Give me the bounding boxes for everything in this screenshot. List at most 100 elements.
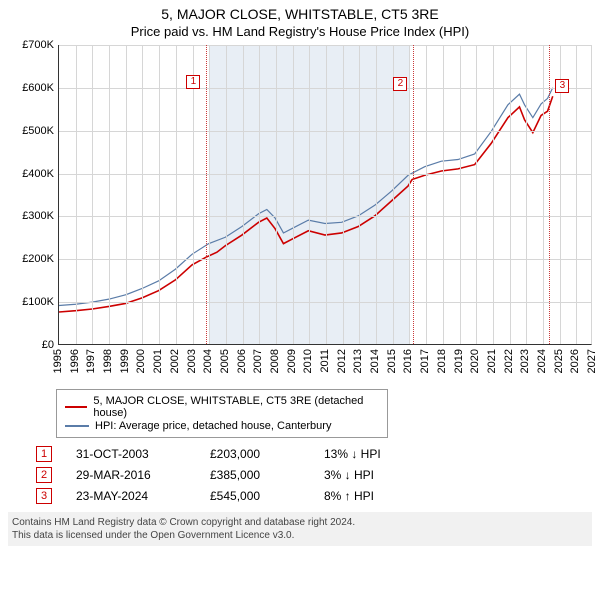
y-tick-label: £700K — [8, 39, 54, 51]
event-marker-badge: 1 — [186, 75, 200, 89]
event-marker-line — [206, 45, 207, 344]
chart-container: 5, MAJOR CLOSE, WHITSTABLE, CT5 3RE Pric… — [0, 0, 600, 554]
vgrid-line — [126, 45, 127, 344]
vgrid-line — [176, 45, 177, 344]
vgrid-line — [309, 45, 310, 344]
y-tick-label: £0 — [8, 339, 54, 351]
hgrid-line — [59, 131, 591, 132]
event-diff: 8% ↑ HPI — [324, 489, 374, 503]
chart-area: 123 £0£100K£200K£300K£400K£500K£600K£700… — [8, 45, 592, 385]
footer-line-2: This data is licensed under the Open Gov… — [12, 529, 588, 542]
event-row: 3 23-MAY-2024 £545,000 8% ↑ HPI — [36, 488, 592, 504]
vgrid-line — [259, 45, 260, 344]
x-tick-label: 2025 — [553, 349, 565, 373]
event-marker-line — [549, 45, 550, 344]
vgrid-line — [543, 45, 544, 344]
vgrid-line — [409, 45, 410, 344]
x-tick-label: 2023 — [519, 349, 531, 373]
x-tick-label: 2011 — [319, 349, 331, 373]
vgrid-line — [426, 45, 427, 344]
x-tick-label: 2000 — [135, 349, 147, 373]
y-tick-label: £100K — [8, 296, 54, 308]
x-tick-label: 2021 — [486, 349, 498, 373]
y-tick-label: £600K — [8, 82, 54, 94]
x-tick-label: 2001 — [152, 349, 164, 373]
events-table: 131-OCT-2003£203,00013% ↓ HPI229-MAR-201… — [36, 446, 592, 504]
legend-swatch — [65, 406, 87, 408]
x-tick-label: 2009 — [286, 349, 298, 373]
event-date: 29-MAR-2016 — [76, 468, 186, 482]
vgrid-line — [109, 45, 110, 344]
vgrid-line — [526, 45, 527, 344]
x-tick-label: 1999 — [119, 349, 131, 373]
event-price: £545,000 — [210, 489, 300, 503]
plot-region: 1 2 3 — [58, 45, 592, 345]
x-tick-label: 1998 — [102, 349, 114, 373]
event-row: 131-OCT-2003£203,00013% ↓ HPI — [36, 446, 592, 462]
legend-swatch — [65, 425, 89, 427]
event-badge: 2 — [36, 467, 52, 483]
hgrid-line — [59, 88, 591, 89]
x-tick-label: 1996 — [69, 349, 81, 373]
x-tick-label: 2002 — [169, 349, 181, 373]
event-marker-badge: 3 — [555, 79, 569, 93]
chart-title: 5, MAJOR CLOSE, WHITSTABLE, CT5 3RE — [8, 6, 592, 22]
footer-line-1: Contains HM Land Registry data © Crown c… — [12, 516, 588, 529]
x-tick-label: 2024 — [536, 349, 548, 373]
x-tick-label: 2027 — [586, 349, 598, 373]
legend-item: HPI: Average price, detached house, Cant… — [65, 420, 379, 432]
vgrid-line — [193, 45, 194, 344]
x-tick-label: 2006 — [236, 349, 248, 373]
x-tick-label: 2017 — [419, 349, 431, 373]
series-line — [59, 88, 553, 306]
y-tick-label: £500K — [8, 125, 54, 137]
legend-item: 5, MAJOR CLOSE, WHITSTABLE, CT5 3RE (det… — [65, 395, 379, 419]
x-tick-label: 2007 — [252, 349, 264, 373]
vgrid-line — [159, 45, 160, 344]
vgrid-line — [142, 45, 143, 344]
hgrid-line — [59, 216, 591, 217]
x-tick-label: 2013 — [352, 349, 364, 373]
event-date: 23-MAY-2024 — [76, 489, 186, 503]
vgrid-line — [293, 45, 294, 344]
event-price: £203,000 — [210, 447, 300, 461]
event-diff: 3% ↓ HPI — [324, 468, 374, 482]
x-tick-label: 2004 — [202, 349, 214, 373]
vgrid-line — [493, 45, 494, 344]
event-badge: 3 — [36, 488, 52, 504]
line-series-svg — [59, 45, 591, 344]
attribution-footer: Contains HM Land Registry data © Crown c… — [8, 512, 592, 546]
legend-label: HPI: Average price, detached house, Cant… — [95, 420, 331, 432]
hgrid-line — [59, 302, 591, 303]
event-row: 2 29-MAR-2016 £385,000 3% ↓ HPI — [36, 467, 592, 483]
legend-label: 5, MAJOR CLOSE, WHITSTABLE, CT5 3RE (det… — [93, 395, 379, 419]
series-line — [59, 96, 553, 312]
vgrid-line — [226, 45, 227, 344]
vgrid-line — [359, 45, 360, 344]
event-marker-badge: 2 — [393, 77, 407, 91]
hgrid-line — [59, 174, 591, 175]
x-tick-label: 2022 — [503, 349, 515, 373]
chart-subtitle: Price paid vs. HM Land Registry's House … — [8, 24, 592, 39]
x-tick-label: 2016 — [402, 349, 414, 373]
vgrid-line — [276, 45, 277, 344]
x-tick-label: 2014 — [369, 349, 381, 373]
x-tick-label: 2003 — [186, 349, 198, 373]
x-tick-label: 2018 — [436, 349, 448, 373]
vgrid-line — [510, 45, 511, 344]
vgrid-line — [376, 45, 377, 344]
event-marker-line — [413, 45, 414, 344]
event-price: £385,000 — [210, 468, 300, 482]
vgrid-line — [92, 45, 93, 344]
vgrid-line — [443, 45, 444, 344]
legend-box: 5, MAJOR CLOSE, WHITSTABLE, CT5 3RE (det… — [56, 389, 388, 438]
y-tick-label: £200K — [8, 253, 54, 265]
vgrid-line — [343, 45, 344, 344]
vgrid-line — [576, 45, 577, 344]
vgrid-line — [209, 45, 210, 344]
x-tick-label: 2026 — [569, 349, 581, 373]
x-tick-label: 2005 — [219, 349, 231, 373]
vgrid-line — [460, 45, 461, 344]
event-diff: 13% ↓ HPI — [324, 447, 381, 461]
x-tick-label: 2015 — [386, 349, 398, 373]
